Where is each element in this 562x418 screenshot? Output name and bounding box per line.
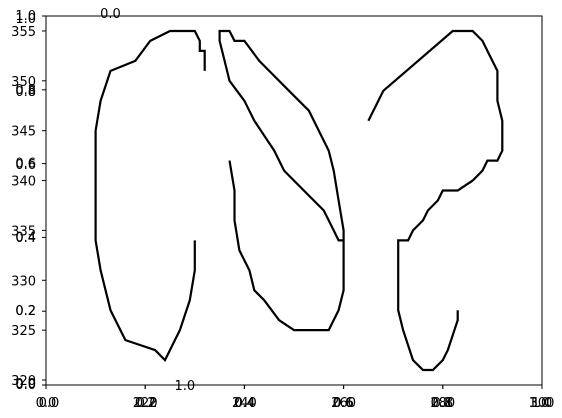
data-y-tick-4-label: 340 <box>11 175 36 190</box>
overlay-a-x-tick-3-label: 0.6 <box>333 396 354 411</box>
data-y-tick-6-label: 350 <box>11 75 36 90</box>
series-3-line <box>367 29 504 372</box>
main-x-tick-4-label: 0.8 <box>432 396 453 411</box>
overlay-b-tick-0-label: 0.0 <box>100 7 121 22</box>
data-x-tick-0-label: 220 <box>133 396 158 411</box>
data-x-tick-4-label: 300 <box>530 396 555 411</box>
overlay-a-x-tick-4-label: 0.8 <box>431 396 452 411</box>
data-y-tick-1-label: 325 <box>11 324 36 339</box>
data-y-tick-5-label: 345 <box>11 125 36 140</box>
tick-layer: 0.0 0.2 0.4 0.6 0.8 1.00.00.20.40.60.81.00.0 0… <box>11 7 554 411</box>
main-y-tick-3-label: 0.6 <box>15 157 36 172</box>
main-y-tick-2-label: 0.4 <box>15 230 36 245</box>
data-x-tick-2-label: 260 <box>331 396 356 411</box>
main-x-tick-2-label: 0.4 <box>234 396 255 411</box>
data-x-tick-1-label: 240 <box>232 396 257 411</box>
series-2-line <box>218 29 345 332</box>
data-y-tick-2-label: 330 <box>11 274 36 289</box>
overlay-a-y-tick-2-label: 0.4 <box>15 231 36 246</box>
overlay-b-tick-1-label: 1.0 <box>175 379 196 394</box>
overlay-a-y-tick-3-label: 0.6 <box>15 158 36 173</box>
main-y-tick-5-label: 1.0 <box>15 9 36 24</box>
overlay-a-y-tick-4-label: 0.8 <box>15 85 36 100</box>
series-layer <box>94 29 504 372</box>
main-x-tick-0-label: 0.0 <box>36 396 57 411</box>
data-y-tick-3-label: 335 <box>11 224 36 239</box>
plot-frame <box>45 15 543 386</box>
main-y-tick-1-label: 0.2 <box>15 304 36 319</box>
overlay-a-x-tick-1-label: 0.2 <box>137 396 158 411</box>
main-x-tick-1-label: 0.2 <box>135 396 156 411</box>
data-y-tick-7-label: 355 <box>11 25 36 40</box>
overlay-a-x-tick-5-label: 1.0 <box>529 396 550 411</box>
main-x-tick-5-label: 1.0 <box>532 396 553 411</box>
overlay-a-y-tick-5-label: 1.0 <box>15 12 36 27</box>
overlay-a-x-tick-0-label: 0.0 <box>39 396 60 411</box>
data-x-tick-3-label: 280 <box>430 396 455 411</box>
main-x-tick-3-label: 0.6 <box>333 396 354 411</box>
overlay-a-y-tick-0-label: 0.0 <box>15 377 36 392</box>
overlay-a-x-tick-2-label: 0.4 <box>235 396 256 411</box>
main-y-tick-0-label: 0.0 <box>15 378 36 393</box>
main-y-tick-4-label: 0.8 <box>15 83 36 98</box>
series-1-line <box>94 29 206 362</box>
overlay-a-y-tick-1-label: 0.2 <box>15 304 36 319</box>
data-y-tick-0-label: 320 <box>11 374 36 389</box>
